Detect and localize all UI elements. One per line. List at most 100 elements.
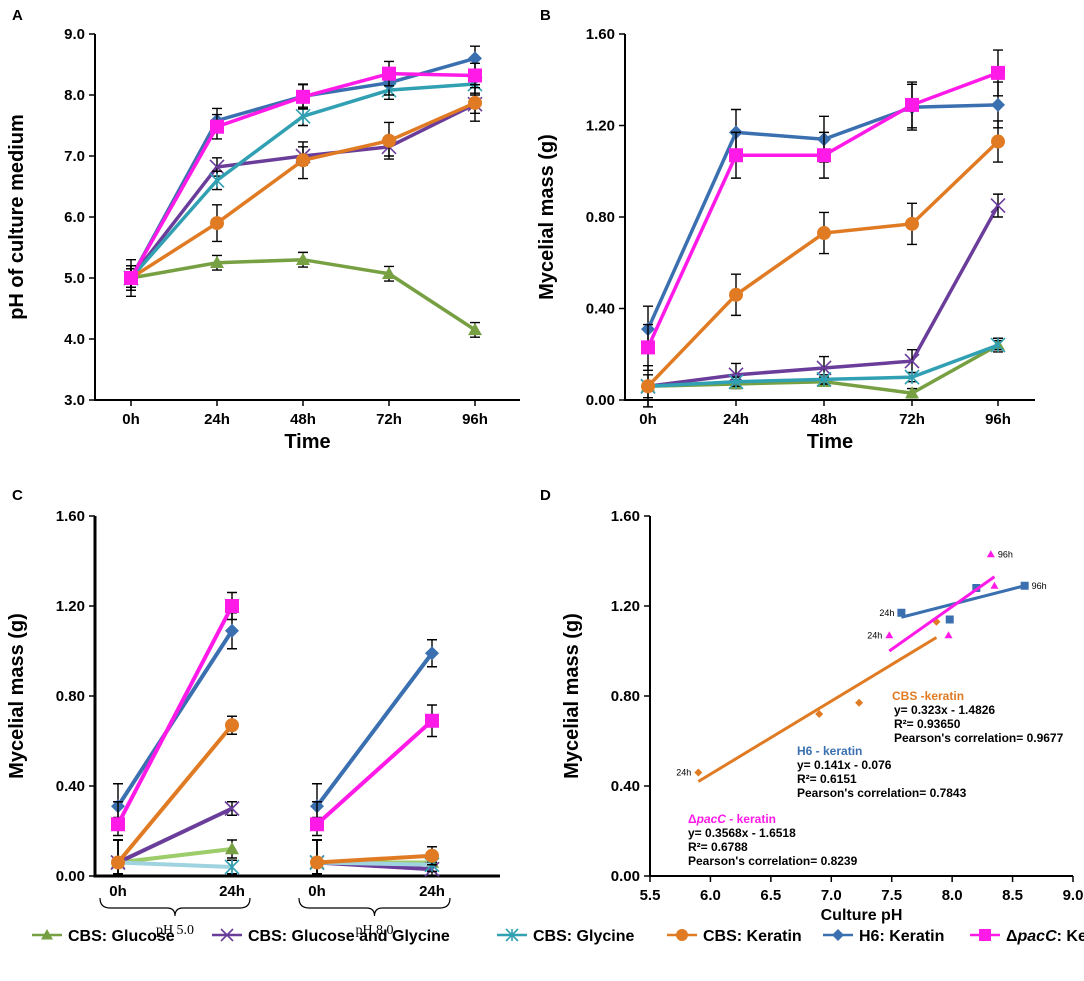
panel-c-ytick-label: 1.60	[56, 508, 85, 525]
panel-d-xtick-label: 8.0	[942, 887, 963, 904]
panel-c-group-brace	[298, 897, 451, 917]
panel-c-point	[425, 848, 439, 863]
panel-d-x-axis-title: Culture pH	[821, 907, 903, 924]
panel-a-letter: A	[12, 7, 23, 24]
legend-label: CBS: Glucose	[68, 928, 175, 945]
panel-b-point	[729, 148, 743, 163]
panel-a-point	[468, 322, 482, 336]
panel-d-xtick-label: 6.0	[700, 887, 721, 904]
panel-d-xtick-label: 7.5	[881, 887, 902, 904]
panel-d-point-label: 96h	[1032, 581, 1047, 591]
panel-c-series-line	[117, 847, 233, 865]
legend-item: CBS: Glycine	[497, 928, 634, 945]
panel-d-point	[815, 710, 824, 718]
panel-a-ytick-label: 3.0	[64, 392, 85, 409]
panel-b-point	[816, 360, 832, 376]
panel-c-series-line	[315, 719, 434, 826]
panel-d-equation: y= 0.3568x - 1.6518	[688, 826, 796, 840]
panel-d-annotation-title: H6 - keratin	[797, 744, 862, 758]
legend-marker-icon	[676, 929, 688, 941]
panel-c-y-axis-title: Mycelial mass (g)	[6, 613, 28, 779]
panel-d-y-axis-title: Mycelial mass (g)	[561, 613, 583, 779]
panel-c-xtick-label: 0h	[109, 883, 127, 900]
panel-d-pearson: Pearson's correlation= 0.9677	[894, 731, 1064, 745]
panel-b-point	[904, 353, 920, 369]
panel-c-point	[225, 842, 239, 855]
panel-c-axes	[93, 516, 500, 878]
panel-d-ytick-label: 1.20	[611, 598, 640, 615]
panel-a-ytick-label: 7.0	[64, 148, 85, 165]
panel-c-point	[425, 713, 439, 728]
panel-d-point	[944, 631, 953, 639]
panel-c-ytick-label: 0.40	[56, 778, 85, 795]
panel-a-point	[210, 119, 224, 134]
panel-d-fit-line	[901, 584, 1026, 619]
panel-c-series-line	[117, 806, 233, 865]
panel-d-annotation-title: ΔpacC - keratin	[688, 812, 776, 826]
panel-a-point	[296, 89, 310, 104]
panel-d-ytick-label: 0.00	[611, 868, 640, 885]
panel-c-series-line	[316, 853, 433, 865]
panel-b-ytick-label: 0.80	[586, 209, 615, 226]
panel-d-point	[990, 581, 999, 589]
panel-a-x-axis-title: Time	[284, 431, 330, 453]
panel-d-point	[897, 608, 906, 617]
panel-b-point	[990, 197, 1006, 214]
panel-b-y-axis-title: Mycelial mass (g)	[536, 134, 558, 300]
panel-c-point	[310, 817, 324, 832]
panel-c-group-label: pH 5.0	[156, 923, 194, 938]
panel-b-point	[817, 226, 831, 241]
panel-a-point	[296, 153, 310, 168]
panel-c-point	[225, 623, 239, 638]
panel-b-ytick-label: 1.60	[586, 26, 615, 43]
panel-a-ytick-label: 4.0	[64, 331, 85, 348]
panel-c-series-line	[116, 723, 234, 864]
panel-d-point-label: 24h	[676, 768, 691, 778]
panel-b-ytick-label: 1.20	[586, 118, 615, 135]
panel-c-point	[111, 855, 125, 870]
panel-a-point	[210, 255, 224, 268]
panel-c-point	[310, 855, 324, 870]
panel-a-axes	[94, 34, 520, 401]
panel-a-series-line	[130, 257, 476, 332]
panel-b-ytick-label: 0.00	[586, 392, 615, 409]
panel-c-xtick-label: 24h	[419, 883, 445, 900]
panel-b-letter: B	[540, 7, 551, 24]
panel-a-xtick-label: 24h	[204, 411, 230, 428]
panel-b-ytick-label: 0.40	[586, 301, 615, 318]
legend-label: CBS: Glucose and Glycine	[248, 928, 450, 945]
panel-d-point	[885, 631, 894, 639]
legend-label: CBS: Keratin	[703, 928, 802, 945]
panel-b-xtick-label: 96h	[985, 411, 1011, 428]
panel-d-r-squared: R²= 0.6788	[688, 840, 748, 854]
panel-b-xtick-label: 72h	[899, 411, 925, 428]
panel-a-xtick-label: 72h	[376, 411, 402, 428]
panel-b-point	[991, 65, 1005, 80]
panel-d-point-label: 24h	[879, 608, 894, 618]
legend-item: CBS: Glucose and Glycine	[212, 928, 450, 945]
panel-d-xtick-label: 8.5	[1002, 887, 1023, 904]
panel-b-point	[905, 216, 919, 231]
panel-d-ytick-label: 0.80	[611, 688, 640, 705]
legend-marker-icon	[505, 928, 519, 942]
legend-marker-icon	[979, 929, 991, 941]
panel-d-letter: D	[540, 487, 551, 504]
panel-d-xtick-label: 9.0	[1063, 887, 1084, 904]
panel-d-xtick-label: 6.5	[760, 887, 781, 904]
panel-d-point-label: 96h	[998, 549, 1013, 559]
panel-d-fit-line	[888, 575, 996, 653]
panel-a-point	[468, 51, 482, 66]
panel-c-ytick-label: 1.20	[56, 598, 85, 615]
panel-c-xtick-label: 0h	[308, 883, 326, 900]
panel-a-point	[382, 266, 396, 279]
panel-b-xtick-label: 24h	[723, 411, 749, 428]
panel-d-fit-line	[697, 636, 938, 783]
panel-c-point	[224, 800, 240, 817]
panel-a-point	[124, 271, 138, 285]
legend-item: CBS: Glucose	[32, 928, 175, 945]
panel-d-point	[1020, 581, 1029, 590]
panel-d-equation: y= 0.141x - 0.076	[797, 758, 892, 772]
panel-d-point	[986, 550, 995, 558]
panel-c-point	[224, 859, 240, 875]
